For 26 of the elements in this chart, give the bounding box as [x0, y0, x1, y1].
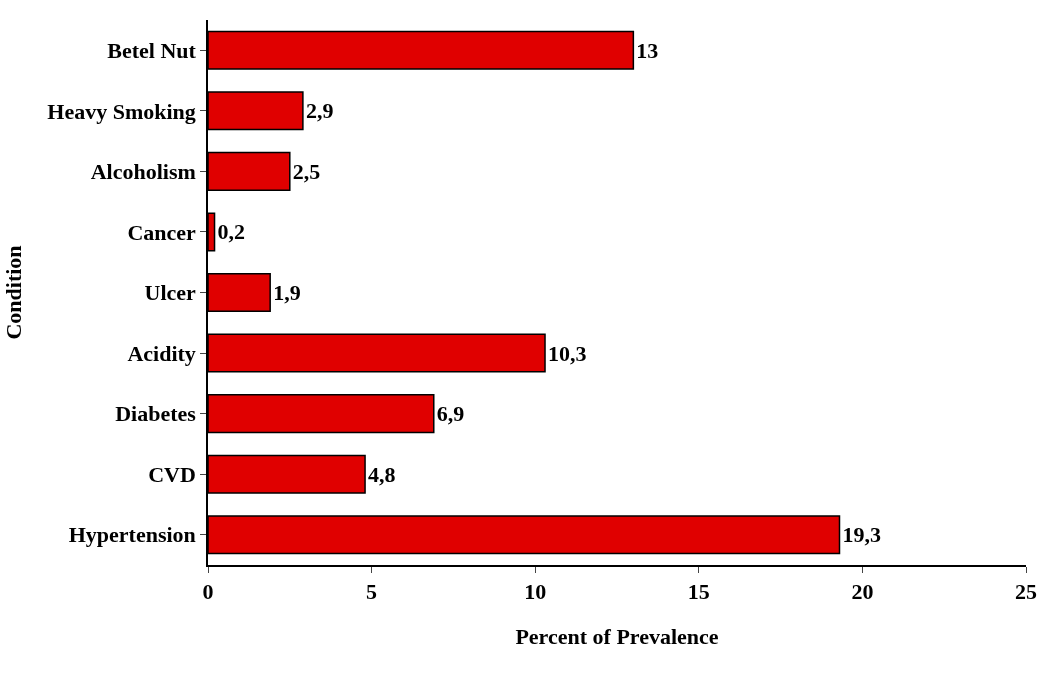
y-tick-label: Acidity — [127, 340, 196, 366]
data-label: 6,9 — [436, 401, 465, 427]
y-tick-label: Ulcer — [144, 280, 197, 306]
data-label: 10,3 — [548, 340, 587, 366]
data-label: 0,2 — [217, 219, 246, 245]
y-tick-label: Diabetes — [115, 401, 197, 427]
x-tick-label: 15 — [687, 579, 710, 605]
data-label: 1,9 — [273, 280, 301, 305]
y-tick-label: Cancer — [127, 219, 197, 245]
x-tick-label: 20 — [851, 579, 874, 605]
x-tick-label: 25 — [1015, 579, 1037, 605]
data-label: 2,9 — [305, 98, 334, 124]
y-tick-label: Heavy Smoking — [47, 98, 196, 124]
x-tick-label: 10 — [524, 579, 547, 605]
y-tick-label: CVD — [148, 461, 196, 487]
y-axis-title: Condition — [0, 245, 26, 340]
x-tick-label: 0 — [202, 579, 214, 605]
x-tick-label: 5 — [366, 579, 378, 605]
data-label: 2,5 — [292, 158, 321, 184]
data-label: 13 — [636, 37, 659, 63]
x-axis-title: Percent of Prevalence — [515, 623, 719, 649]
y-tick-label: Hypertension — [68, 522, 196, 548]
y-tick-label: Betel Nut — [107, 37, 197, 63]
y-tick-label: Alcoholism — [90, 159, 196, 185]
data-label: 19,3 — [842, 522, 881, 548]
data-label: 4,8 — [368, 461, 396, 487]
